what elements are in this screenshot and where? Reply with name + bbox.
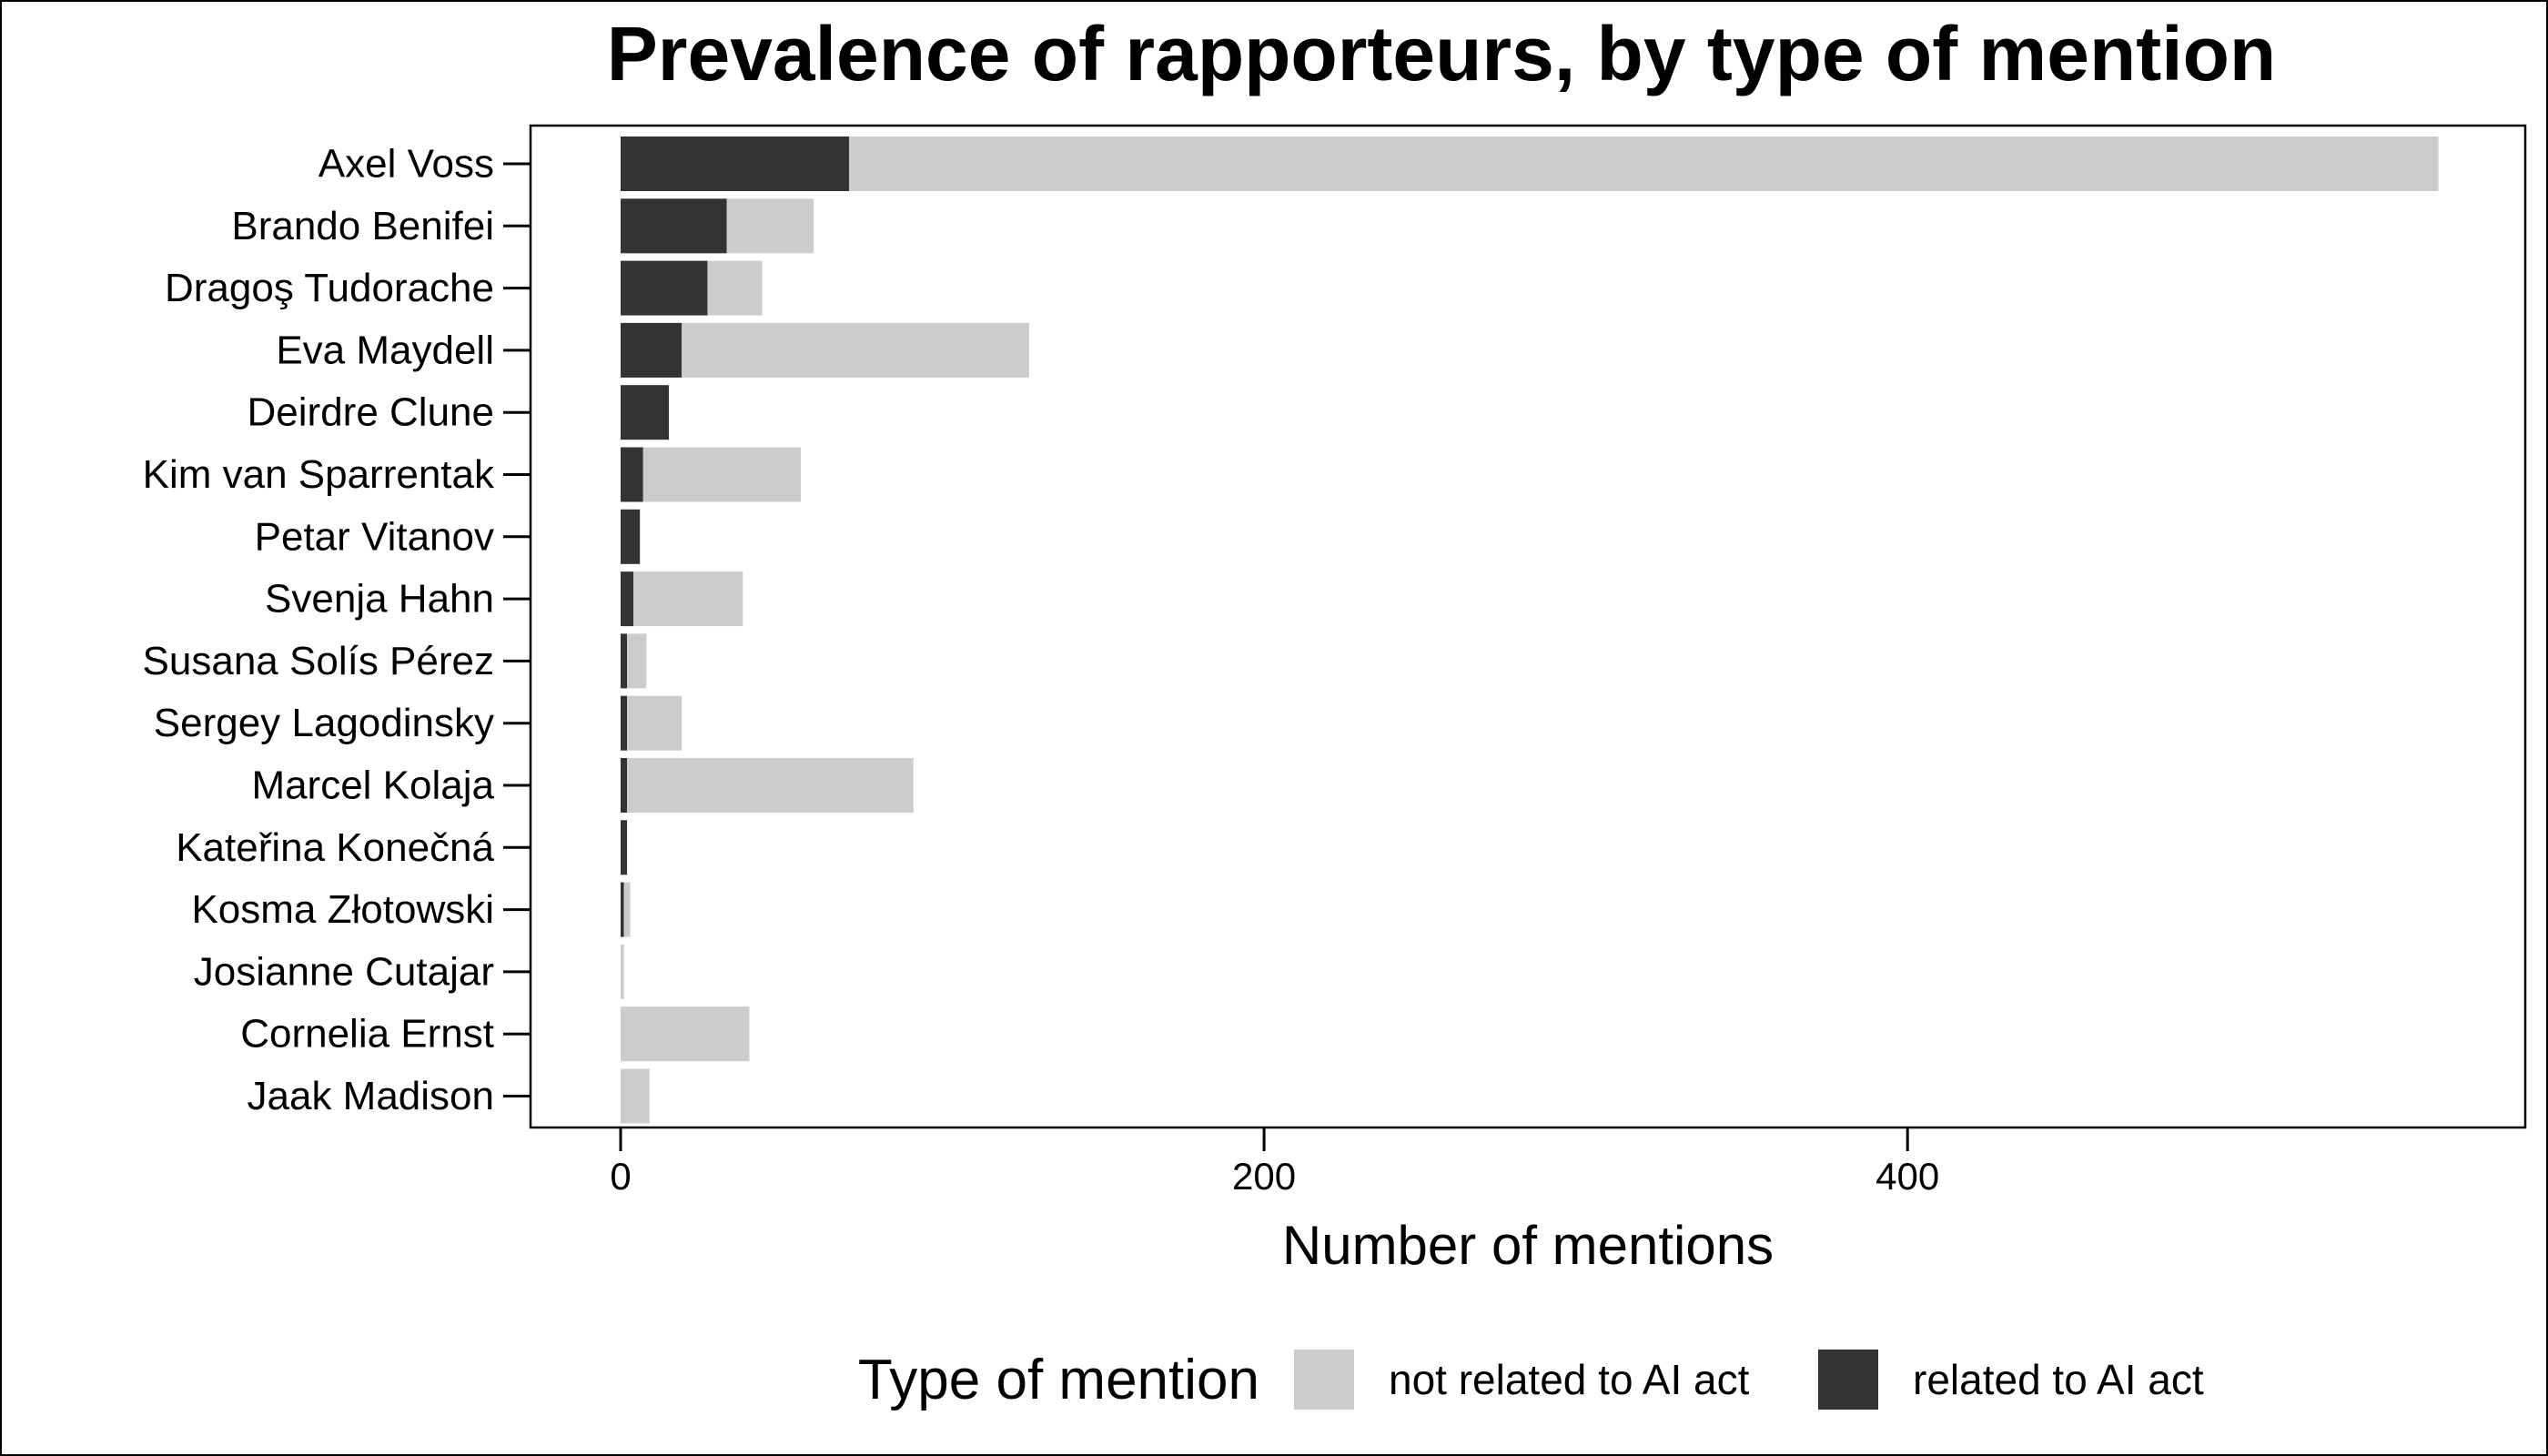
bar-related-dragos-tudorache	[620, 260, 708, 316]
chart-title: Prevalence of rapporteurs, by type of me…	[607, 11, 2276, 96]
legend-label-related-to-ai-act: related to AI act	[1913, 1356, 2204, 1403]
category-label-dragos-tudorache: Dragoş Tudorache	[165, 266, 494, 310]
category-label-jaak-madison: Jaak Madison	[248, 1074, 494, 1118]
bar-not-related-svenja-hahn	[633, 571, 743, 627]
category-label-deirdre-clune: Deirdre Clune	[248, 390, 494, 435]
y-axis: Axel Voss Brando Benifei Dragoş Tudorache E…	[143, 142, 531, 1118]
bar-related-kosma-z-otowski	[620, 882, 624, 937]
bar-not-related-marcel-kolaja	[627, 758, 914, 813]
x-tick-label-200: 200	[1232, 1155, 1296, 1198]
bar-not-related-kosma-z-otowski	[623, 882, 631, 937]
bar-not-related-kim-van-sparrentak	[642, 447, 801, 502]
category-label-kosma-z-otowski: Kosma Złotowski	[191, 887, 494, 932]
bar-not-related-susana-solis-perez	[627, 633, 647, 689]
bar-not-related-dragos-tudorache	[707, 260, 763, 316]
x-tick-label-0: 0	[610, 1155, 631, 1198]
category-label-josianne-cutajar: Josianne Cutajar	[194, 949, 494, 994]
category-label-marcel-kolaja: Marcel Kolaja	[251, 763, 494, 808]
bar-not-related-eva-maydell	[682, 322, 1029, 378]
category-label-cornelia-ernst: Cornelia Ernst	[240, 1012, 494, 1057]
legend-items: not related to AI act related to AI act	[1294, 1350, 2204, 1410]
bar-not-related-axel-voss	[849, 136, 2439, 191]
bar-related-svenja-hahn	[620, 571, 634, 627]
legend-key-not-related-to-ai-act	[1294, 1350, 1354, 1410]
category-label-susana-solis-perez: Susana Solís Pérez	[143, 639, 494, 683]
x-axis: 0 200 400	[610, 1127, 1939, 1198]
bar-related-deirdre-clune	[620, 385, 670, 440]
bar-related-kim-van-sparrentak	[620, 447, 643, 502]
category-label-katerina-konecna: Kateřina Konečná	[176, 825, 494, 870]
bar-related-petar-vitanov	[620, 509, 641, 564]
legend: Type of mention not related to AI act rel…	[858, 1349, 2204, 1411]
bar-related-susana-solis-perez	[620, 633, 628, 689]
bar-not-related-cornelia-ernst	[620, 1006, 750, 1062]
legend-key-related-to-ai-act	[1818, 1350, 1878, 1410]
category-label-axel-voss: Axel Voss	[318, 142, 494, 187]
bar-related-sergey-lagodinsky	[620, 695, 628, 751]
plot-panel	[529, 124, 2527, 1129]
bar-related-eva-maydell	[620, 322, 682, 378]
bar-related-brando-benifei	[620, 198, 727, 254]
category-label-kim-van-sparrentak: Kim van Sparrentak	[143, 452, 495, 497]
category-label-sergey-lagodinsky: Sergey Lagodinsky	[154, 701, 494, 745]
bar-related-katerina-konecna	[620, 820, 628, 875]
category-label-eva-maydell: Eva Maydell	[276, 328, 494, 372]
bar-not-related-brando-benifei	[726, 198, 814, 254]
category-label-petar-vitanov: Petar Vitanov	[255, 514, 494, 559]
bar-not-related-sergey-lagodinsky	[627, 695, 682, 751]
bars-layer	[620, 136, 2439, 1124]
category-label-brando-benifei: Brando Benifei	[231, 204, 494, 248]
x-axis-title: Number of mentions	[1282, 1215, 1774, 1276]
x-tick-label-400: 400	[1876, 1155, 1939, 1198]
legend-label-not-related-to-ai-act: not related to AI act	[1389, 1356, 1750, 1403]
bar-related-marcel-kolaja	[620, 758, 628, 813]
category-label-svenja-hahn: Svenja Hahn	[265, 577, 494, 622]
bar-not-related-jaak-madison	[620, 1068, 650, 1124]
legend-title: Type of mention	[858, 1349, 1259, 1411]
bar-related-axel-voss	[620, 136, 850, 191]
bar-not-related-josianne-cutajar	[620, 944, 624, 999]
